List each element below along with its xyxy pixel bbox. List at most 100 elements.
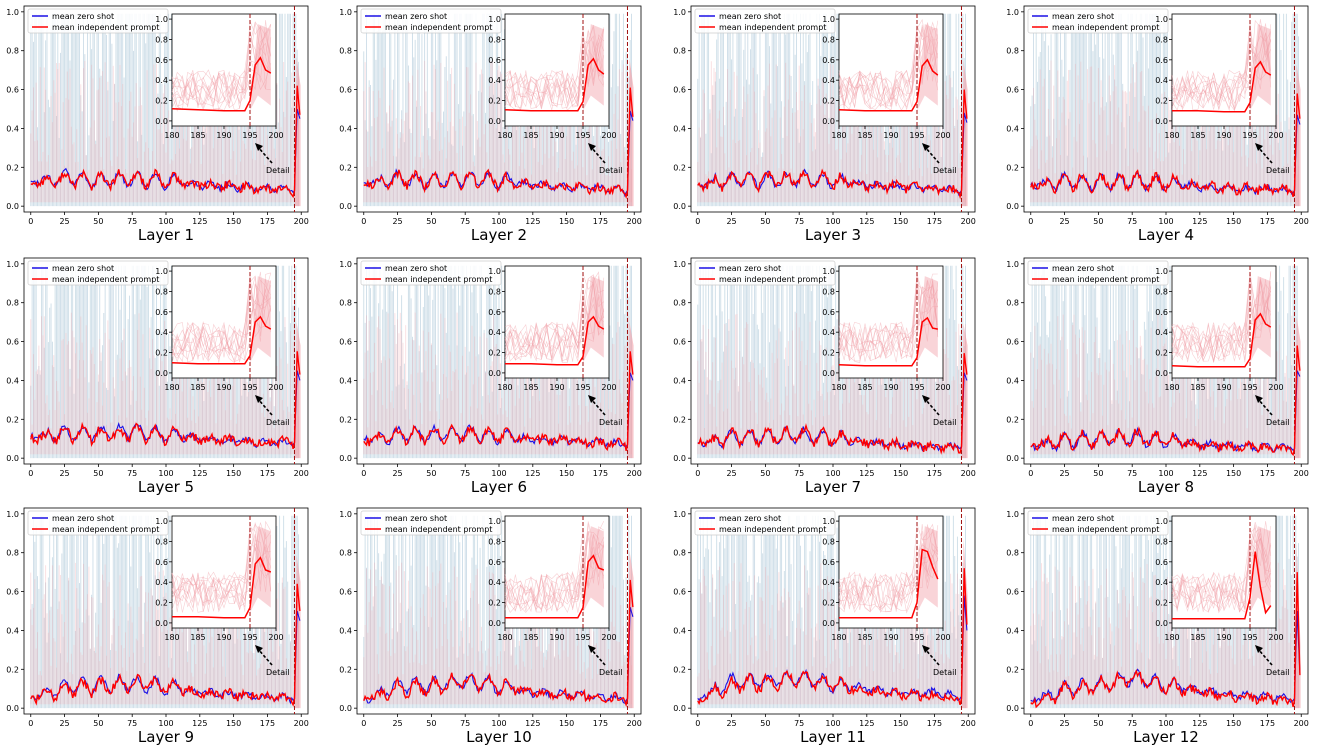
y-tick-label: 1.0	[1006, 260, 1019, 269]
legend-label-zero-shot: mean zero shot	[52, 264, 114, 273]
inset-y-tick-label: 0.4	[488, 328, 501, 337]
x-tick-label: 175	[260, 719, 275, 728]
inset-y-tick-label: 0.4	[1155, 328, 1168, 337]
x-tick-label: 150	[1226, 217, 1241, 226]
legend: mean zero shot mean independent prompt	[27, 260, 169, 286]
x-tick-label: 125	[192, 217, 207, 226]
y-tick-label: 0.2	[339, 415, 352, 424]
detail-label: Detail	[599, 668, 623, 677]
layer-chart-svg: 0 25 50 75 100 125 150 175 200 0.0 0.2 0.4 0.6 0.8 1.0…	[673, 5, 976, 244]
x-tick-label: 175	[1260, 217, 1275, 226]
detail-arrow-line	[590, 648, 606, 666]
inset-x-tick-label: 190	[1216, 383, 1231, 392]
inset-y-tick-label: 0.6	[155, 308, 168, 317]
detail-inset: 180 185 190 195 200 0.0 0.2 0.4 0.6 0.8 1.0	[1155, 265, 1284, 392]
x-tick-label: 125	[525, 217, 540, 226]
x-tick-label: 100	[158, 719, 173, 728]
y-tick-label: 0.8	[1006, 299, 1019, 308]
layer-title: Layer 12	[1133, 728, 1199, 746]
inset-tail-band	[250, 24, 271, 111]
detail-label: Detail	[1266, 668, 1290, 677]
inset-x-tick-label: 190	[216, 383, 231, 392]
x-tick-label: 0	[695, 469, 700, 478]
layer-panel-1: 0 25 50 75 100 125 150 175 200 0.0 0.2 0.4 0.6 0.8 1.0…	[0, 0, 330, 250]
mean-independent-prompt-line	[363, 351, 634, 452]
legend-label-independent-prompt: mean independent prompt	[719, 23, 826, 32]
inset-mean-line	[838, 316, 938, 367]
inset-y-tick-label: 1.0	[488, 15, 501, 24]
y-ticks: 0.0 0.2 0.4 0.6 0.8 1.0	[673, 510, 691, 713]
detail-annotation: Detail	[255, 143, 290, 175]
inset-y-tick-label: 0.6	[822, 308, 835, 317]
y-tick-label: 0.8	[339, 299, 352, 308]
detail-annotation: Detail	[588, 645, 623, 677]
inset-y-tick-label: 0.2	[822, 97, 835, 106]
inset-y-tick-label: 0.0	[822, 619, 835, 628]
legend-label-independent-prompt: mean independent prompt	[719, 275, 826, 284]
x-ticks: 0 25 50 75 100 125 150 175 200	[1028, 714, 1309, 728]
y-tick-label: 0.8	[339, 549, 352, 558]
x-tick-label: 75	[1127, 469, 1137, 478]
inset-x-tick-label: 200	[601, 131, 616, 140]
y-tick-label: 1.0	[673, 510, 686, 519]
x-ticks: 0 25 50 75 100 125 150 175 200	[361, 212, 642, 226]
layer-chart-svg: 0 25 50 75 100 125 150 175 200 0.0 0.2 0.4 0.6 0.8 1.0…	[339, 507, 642, 746]
y-tick-label: 0.0	[6, 202, 19, 211]
inset-frame	[838, 13, 944, 127]
inset-sample-line	[838, 20, 939, 108]
x-tick-label: 0	[28, 217, 33, 226]
detail-annotation: Detail	[255, 645, 290, 677]
y-tick-label: 1.0	[1006, 8, 1019, 17]
y-tick-label: 0.2	[1006, 665, 1019, 674]
detail-annotation: Detail	[588, 395, 623, 427]
y-tick-label: 0.0	[1006, 704, 1019, 713]
legend-label-zero-shot: mean zero shot	[719, 514, 781, 523]
y-tick-label: 0.8	[673, 299, 686, 308]
inset-y-tick-label: 0.8	[488, 537, 501, 546]
y-tick-label: 0.0	[339, 704, 352, 713]
legend: mean zero shot mean independent prompt	[1027, 260, 1169, 286]
legend: mean zero shot mean independent prompt	[1027, 510, 1169, 536]
layer-chart-svg: 0 25 50 75 100 125 150 175 200 0.0 0.2 0.4 0.6 0.8 1.0…	[6, 5, 309, 244]
inset-y-tick-label: 1.0	[822, 517, 835, 526]
inset-y-tick-label: 0.2	[822, 349, 835, 358]
x-tick-label: 100	[491, 719, 506, 728]
x-tick-label: 50	[1093, 217, 1103, 226]
legend-box	[694, 510, 836, 536]
inset-x-tick-label: 200	[1268, 633, 1283, 642]
x-tick-label: 175	[593, 217, 608, 226]
y-tick-label: 0.6	[6, 338, 19, 347]
y-tick-label: 0.6	[1006, 338, 1019, 347]
inset-y-tick-label: 0.2	[488, 349, 501, 358]
legend-label-zero-shot: mean zero shot	[719, 12, 781, 21]
x-tick-label: 200	[627, 719, 642, 728]
x-tick-label: 200	[627, 217, 642, 226]
x-tick-label: 200	[1294, 719, 1309, 728]
detail-arrow-head	[255, 143, 263, 151]
inset-x-tick-label: 190	[549, 633, 564, 642]
detail-arrow-head	[588, 143, 596, 151]
detail-inset: 180 185 190 195 200 0.0 0.2 0.4 0.6 0.8 1.0	[155, 265, 284, 392]
inset-sample-line	[504, 26, 604, 108]
detail-annotation: Detail	[922, 395, 957, 427]
detail-arrow-head	[255, 645, 263, 653]
inset-x-tick-label: 185	[1190, 383, 1205, 392]
y-ticks: 0.0 0.2 0.4 0.6 0.8 1.0	[1006, 510, 1024, 713]
y-ticks: 0.0 0.2 0.4 0.6 0.8 1.0	[1006, 260, 1024, 463]
inset-sample-line	[504, 277, 605, 362]
mean-independent-prompt-line	[697, 353, 968, 455]
x-tick-label: 125	[859, 719, 874, 728]
x-ticks: 0 25 50 75 100 125 150 175 200	[695, 714, 976, 728]
inset-mean-line	[1171, 312, 1272, 368]
x-tick-label: 200	[627, 469, 642, 478]
layer-chart-svg: 0 25 50 75 100 125 150 175 200 0.0 0.2 0.4 0.6 0.8 1.0…	[673, 507, 976, 746]
x-tick-label: 175	[593, 469, 608, 478]
inset-y-tick-label: 0.8	[1155, 35, 1168, 44]
inset-mean-line	[172, 556, 272, 619]
prompt-sample-lines	[30, 60, 299, 203]
inset-y-tick-label: 1.0	[822, 267, 835, 276]
inset-y-tick-label: 0.6	[1155, 56, 1168, 65]
x-tick-label: 25	[392, 217, 402, 226]
x-ticks: 0 25 50 75 100 125 150 175 200	[695, 212, 976, 226]
inset-y-tick-label: 0.2	[822, 599, 835, 608]
